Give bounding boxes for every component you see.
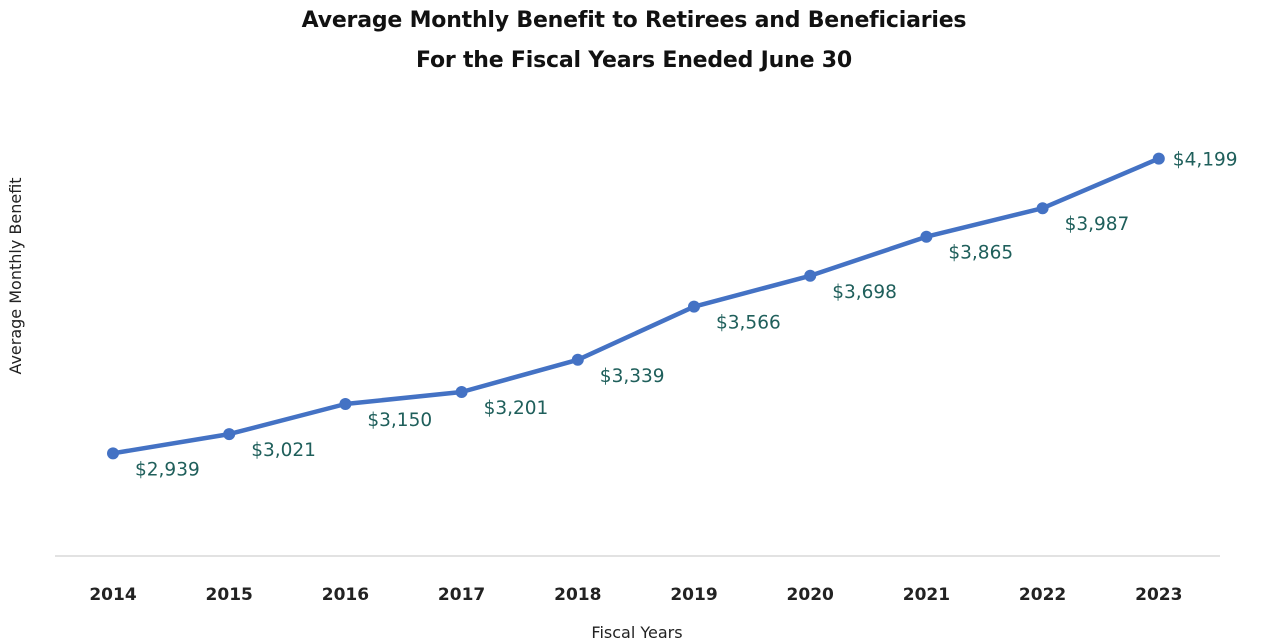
x-tick-label-2014: 2014	[89, 585, 136, 605]
data-labels: $2,939 $3,021 $3,150 $3,201 $3,339 $3,566 $3,6…	[135, 150, 1238, 481]
data-point-2017	[455, 386, 468, 399]
data-point-2016	[339, 397, 352, 410]
data-point-2021	[920, 230, 933, 243]
data-point-2023	[1152, 152, 1165, 165]
data-label-2017: $3,201	[484, 398, 549, 419]
x-tick-label-2017: 2017	[438, 585, 485, 605]
x-tick-label-2021: 2021	[903, 585, 950, 605]
x-tick-label-2022: 2022	[1019, 585, 1066, 605]
data-points	[107, 152, 1165, 460]
x-axis-title: Fiscal Years	[591, 623, 682, 642]
series-line	[110, 156, 1162, 456]
chart-title: Average Monthly Benefit to Retirees and …	[301, 8, 967, 33]
data-point-2022	[1036, 202, 1049, 215]
data-label-2023: $4,199	[1173, 150, 1238, 171]
x-tick-label-2020: 2020	[787, 585, 834, 605]
data-point-2015	[223, 428, 236, 441]
series-line-group	[110, 156, 1162, 456]
x-tick-label-2016: 2016	[322, 585, 369, 605]
data-label-2020: $3,698	[832, 282, 897, 303]
data-point-2018	[571, 353, 584, 366]
y-axis-title: Average Monthly Benefit	[6, 177, 25, 374]
data-label-2021: $3,865	[948, 243, 1013, 264]
data-label-2019: $3,566	[716, 313, 781, 334]
data-label-2022: $3,987	[1065, 214, 1130, 235]
x-tick-label-2023: 2023	[1135, 585, 1182, 605]
data-point-2020	[804, 269, 817, 282]
data-label-2016: $3,150	[367, 410, 432, 431]
data-label-2014: $2,939	[135, 459, 200, 480]
x-tick-labels: 2014 2015 2016 2017 2018 2019 2020 2021 2022 2023	[89, 585, 1182, 605]
x-tick-label-2015: 2015	[206, 585, 253, 605]
data-point-2019	[688, 300, 700, 313]
data-point-2014	[107, 447, 119, 460]
data-label-2018: $3,339	[600, 366, 665, 387]
x-tick-label-2019: 2019	[670, 585, 717, 605]
chart-subtitle: For the Fiscal Years Eneded June 30	[416, 48, 852, 73]
x-tick-label-2018: 2018	[554, 585, 601, 605]
data-label-2015: $3,021	[251, 440, 316, 461]
